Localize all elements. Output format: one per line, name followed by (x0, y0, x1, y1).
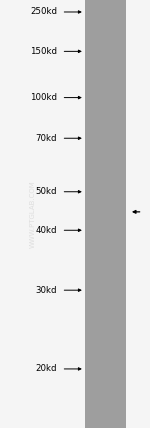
Bar (126, 0, 150, 428)
Text: 30kd: 30kd (36, 285, 57, 295)
Text: 40kd: 40kd (36, 226, 57, 235)
Text: 20kd: 20kd (36, 364, 57, 374)
Text: 50kd: 50kd (36, 187, 57, 196)
Text: 70kd: 70kd (36, 134, 57, 143)
Bar (0, 0, 85, 428)
Text: WWW.PTGLAB.COM: WWW.PTGLAB.COM (30, 180, 36, 248)
Text: 250kd: 250kd (30, 7, 57, 17)
Text: 100kd: 100kd (30, 93, 57, 102)
Text: 150kd: 150kd (30, 47, 57, 56)
